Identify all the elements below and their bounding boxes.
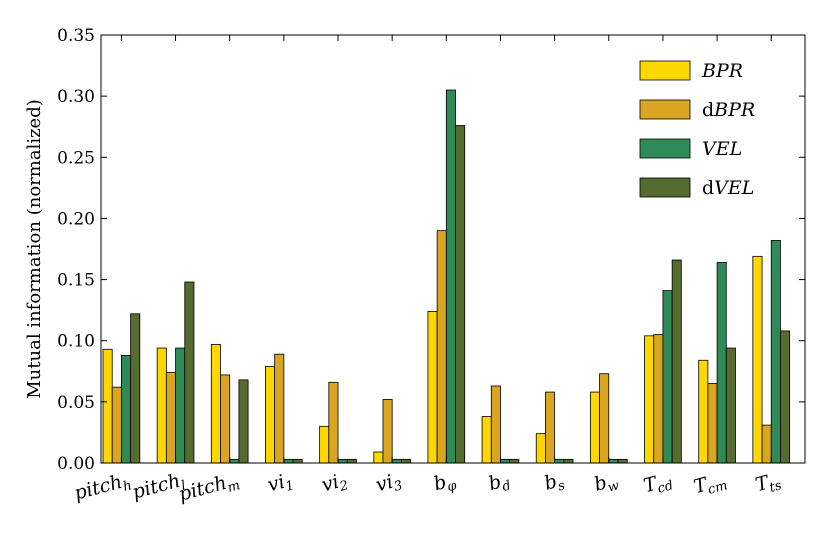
bar-bpr-5 bbox=[373, 451, 384, 464]
y-axis-label: Mutual information (normalized) bbox=[24, 99, 45, 399]
bar-dvel-12 bbox=[780, 330, 791, 464]
legend-label: BPR bbox=[701, 60, 743, 82]
bar-bpr-6 bbox=[427, 310, 438, 464]
legend-swatch bbox=[639, 138, 691, 159]
bar-dbpr-3 bbox=[274, 353, 285, 464]
x-tick-label: vi1 bbox=[265, 469, 296, 500]
legend-label: dBPR bbox=[702, 99, 755, 121]
bar-dvel-1 bbox=[184, 281, 195, 464]
bar-vel-2 bbox=[229, 458, 240, 464]
legend-swatch bbox=[639, 177, 691, 198]
x-tick-label: vi3 bbox=[374, 469, 405, 500]
bar-bpr-9 bbox=[589, 391, 600, 464]
bar-vel-0 bbox=[121, 354, 132, 464]
legend-swatch bbox=[639, 99, 691, 120]
bar-dbpr-0 bbox=[111, 386, 122, 464]
bar-dvel-10 bbox=[671, 259, 682, 464]
legend: BPR dBPR VEL dVEL bbox=[639, 60, 755, 199]
bar-dbpr-11 bbox=[707, 383, 718, 464]
bar-vel-6 bbox=[445, 89, 456, 464]
bar-bpr-1 bbox=[156, 347, 167, 464]
bar-vel-8 bbox=[554, 458, 565, 464]
bar-vel-10 bbox=[662, 290, 673, 464]
x-tick-label: bs bbox=[542, 468, 567, 497]
bar-bpr-10 bbox=[644, 335, 655, 464]
bar-bpr-3 bbox=[265, 365, 276, 464]
x-tick-label: Tts bbox=[753, 468, 784, 499]
bar-bpr-4 bbox=[319, 425, 330, 464]
bar-dbpr-1 bbox=[165, 372, 176, 464]
bar-dvel-3 bbox=[292, 458, 303, 464]
y-tick-label: 0.10 bbox=[57, 332, 95, 352]
y-tick-label: 0.30 bbox=[57, 87, 95, 107]
bar-dbpr-6 bbox=[436, 230, 447, 464]
bar-dbpr-12 bbox=[761, 424, 772, 464]
bar-dvel-5 bbox=[400, 458, 411, 464]
y-tick-label: 0.20 bbox=[57, 209, 95, 229]
bar-bpr-2 bbox=[210, 343, 221, 464]
bar-dbpr-9 bbox=[599, 373, 610, 464]
x-tick-label: Tcm bbox=[691, 469, 729, 502]
x-tick-label: bφ bbox=[431, 468, 459, 498]
y-tick-label: 0.00 bbox=[57, 454, 95, 474]
bar-bpr-11 bbox=[698, 359, 709, 464]
bar-dbpr-4 bbox=[328, 381, 339, 464]
y-tick-label: 0.25 bbox=[57, 148, 95, 168]
bar-vel-12 bbox=[770, 240, 781, 464]
bar-vel-7 bbox=[500, 458, 511, 464]
x-tick-label: pitchm bbox=[176, 469, 241, 509]
x-tick-label: pitchh bbox=[72, 469, 134, 508]
bar-dvel-4 bbox=[346, 458, 357, 464]
bar-vel-4 bbox=[337, 458, 348, 464]
bar-bpr-0 bbox=[102, 348, 113, 464]
bar-dbpr-8 bbox=[545, 391, 556, 464]
bar-vel-9 bbox=[608, 458, 619, 464]
x-tick-label: bw bbox=[592, 469, 621, 499]
bar-dvel-7 bbox=[509, 458, 520, 464]
y-tick-label: 0.35 bbox=[57, 26, 95, 46]
plot-frame bbox=[100, 34, 806, 464]
y-tick-label: 0.15 bbox=[57, 271, 95, 291]
x-tick-label: Tcd bbox=[641, 469, 675, 500]
bar-dbpr-7 bbox=[490, 385, 501, 464]
bar-dvel-11 bbox=[725, 347, 736, 464]
bar-vel-11 bbox=[716, 262, 727, 464]
bar-vel-1 bbox=[175, 347, 186, 464]
bar-dbpr-5 bbox=[382, 399, 393, 464]
bar-dvel-2 bbox=[238, 379, 249, 464]
bar-dvel-6 bbox=[455, 125, 466, 464]
bar-bpr-12 bbox=[752, 255, 763, 464]
legend-label: dVEL bbox=[702, 177, 754, 199]
x-tick-label: vi2 bbox=[319, 469, 350, 500]
bar-vel-3 bbox=[283, 458, 294, 464]
legend-label: VEL bbox=[702, 138, 742, 160]
y-axis: 0.00 0.05 0.10 0.15 0.20 0.25 0.30 0.35 bbox=[57, 26, 805, 474]
bar-dvel-0 bbox=[130, 313, 141, 464]
legend-swatch bbox=[639, 60, 691, 81]
x-tick-label: bd bbox=[486, 469, 512, 498]
bar-dvel-8 bbox=[563, 458, 574, 464]
y-tick-label: 0.05 bbox=[57, 393, 95, 413]
bar-dbpr-10 bbox=[653, 334, 664, 464]
bar-dvel-9 bbox=[617, 458, 628, 464]
bar-dbpr-2 bbox=[220, 374, 231, 464]
bar-bpr-8 bbox=[535, 433, 546, 464]
bar-bpr-7 bbox=[481, 416, 492, 464]
bars-layer bbox=[102, 89, 791, 464]
bar-vel-5 bbox=[391, 458, 402, 464]
